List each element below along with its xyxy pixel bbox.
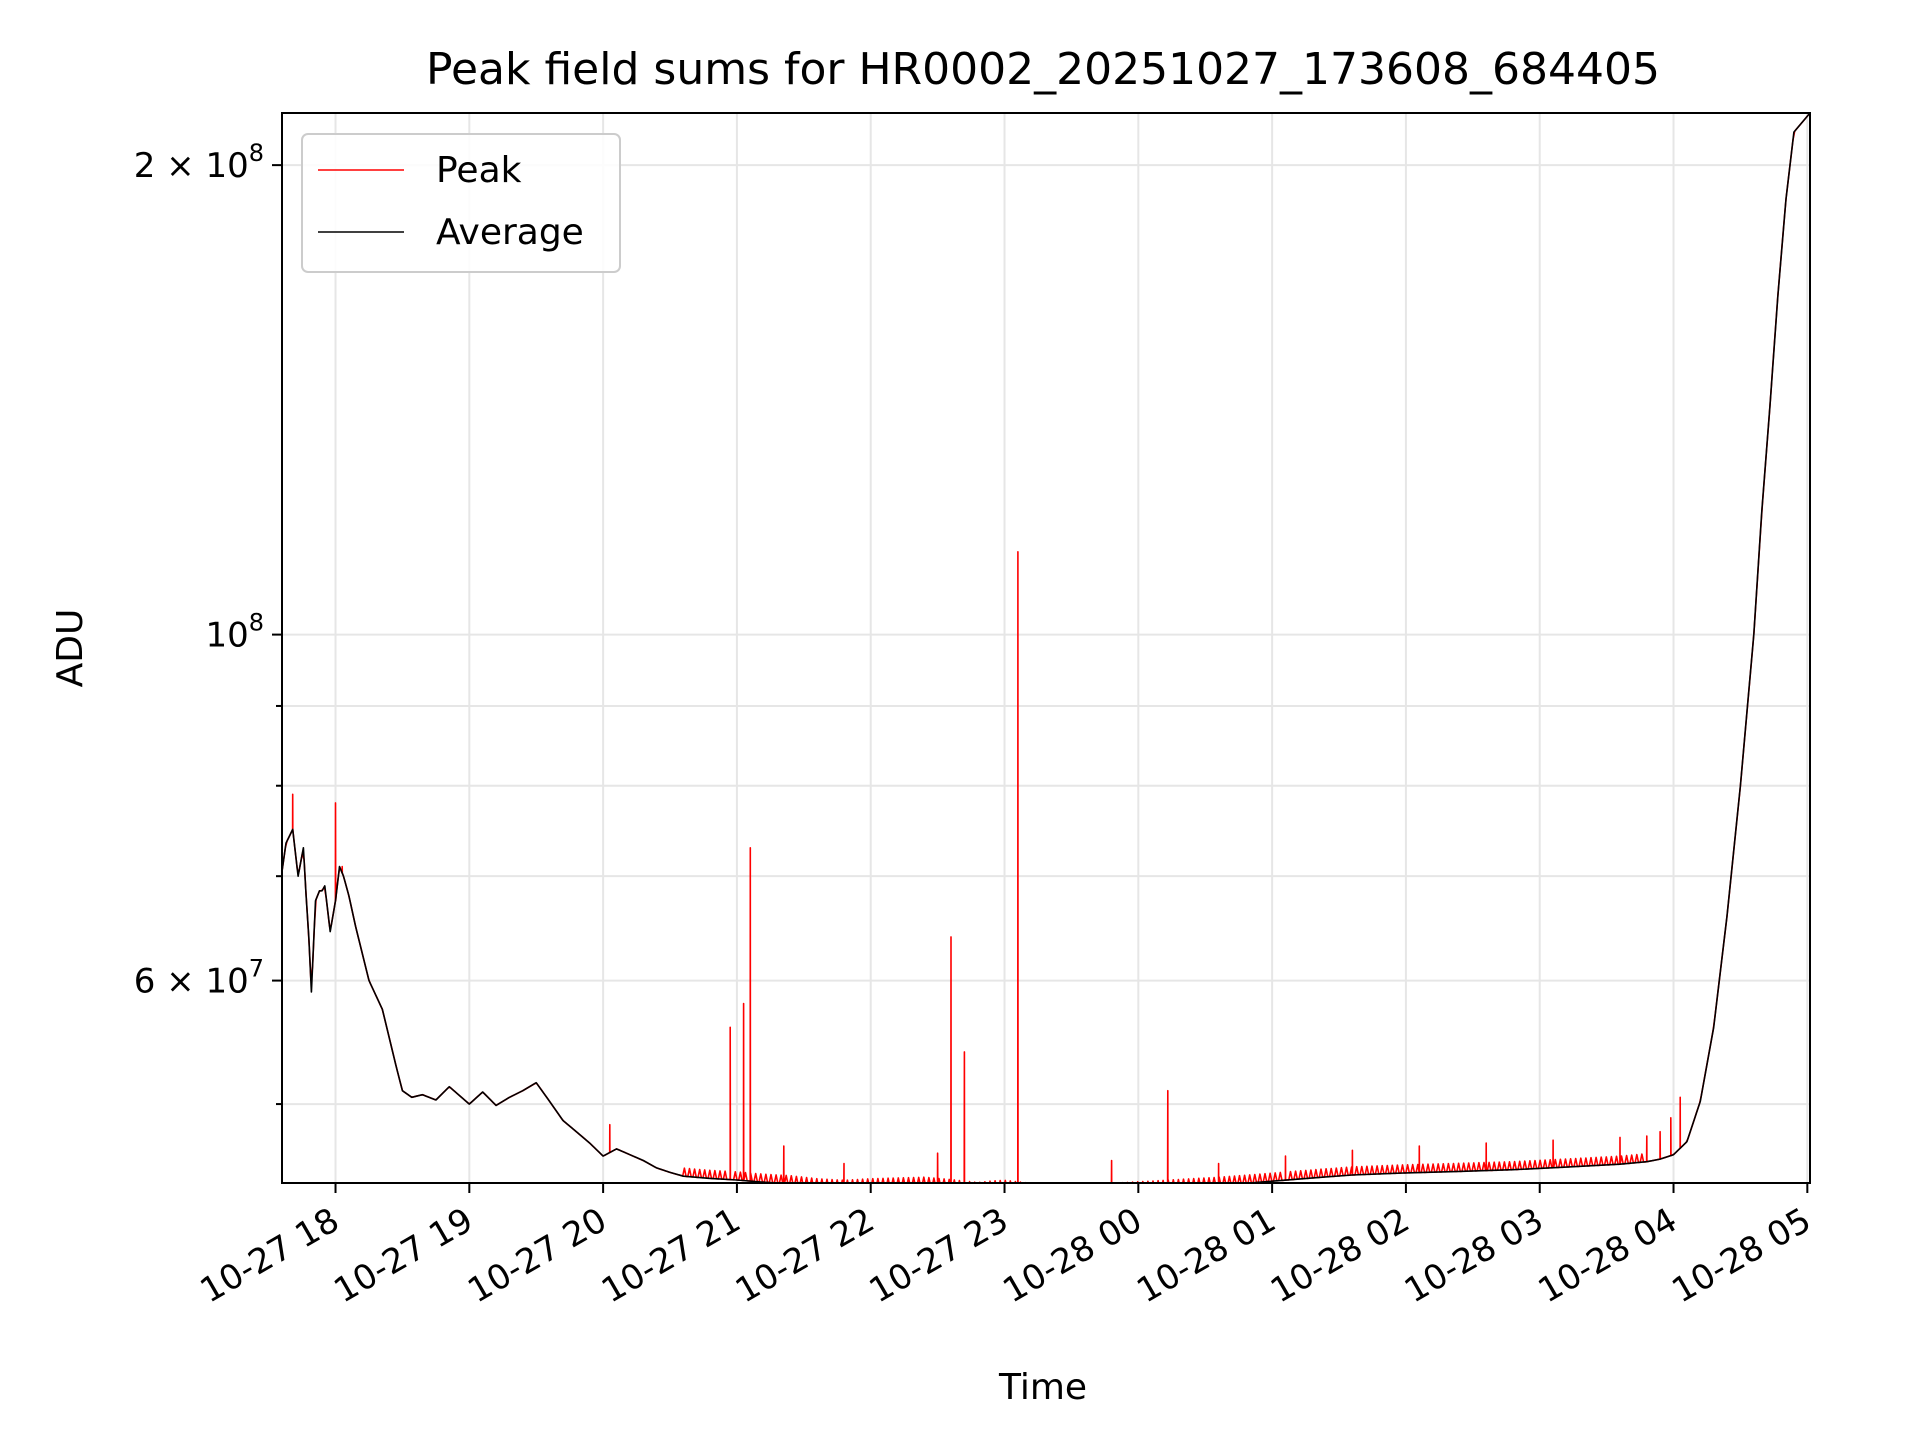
legend-box xyxy=(301,133,621,273)
legend-label-peak: Peak xyxy=(436,150,522,191)
x-axis-label: Time xyxy=(998,1367,1087,1408)
series-layer xyxy=(282,113,1810,1183)
y-tick-label: 6 × 107 xyxy=(134,955,264,1002)
legend-label-average: Average xyxy=(436,212,584,253)
grid xyxy=(282,113,1810,1183)
chart-title: Peak field sums for HR0002_20251027_1736… xyxy=(426,44,1660,95)
series-average-line xyxy=(282,113,1810,1183)
y-tick-label: 2 × 108 xyxy=(134,139,264,186)
y-tick-label: 108 xyxy=(205,609,264,656)
y-axis-label: ADU xyxy=(50,609,91,688)
legend: Peak Average xyxy=(301,133,621,273)
plot-frame xyxy=(281,112,1811,1184)
